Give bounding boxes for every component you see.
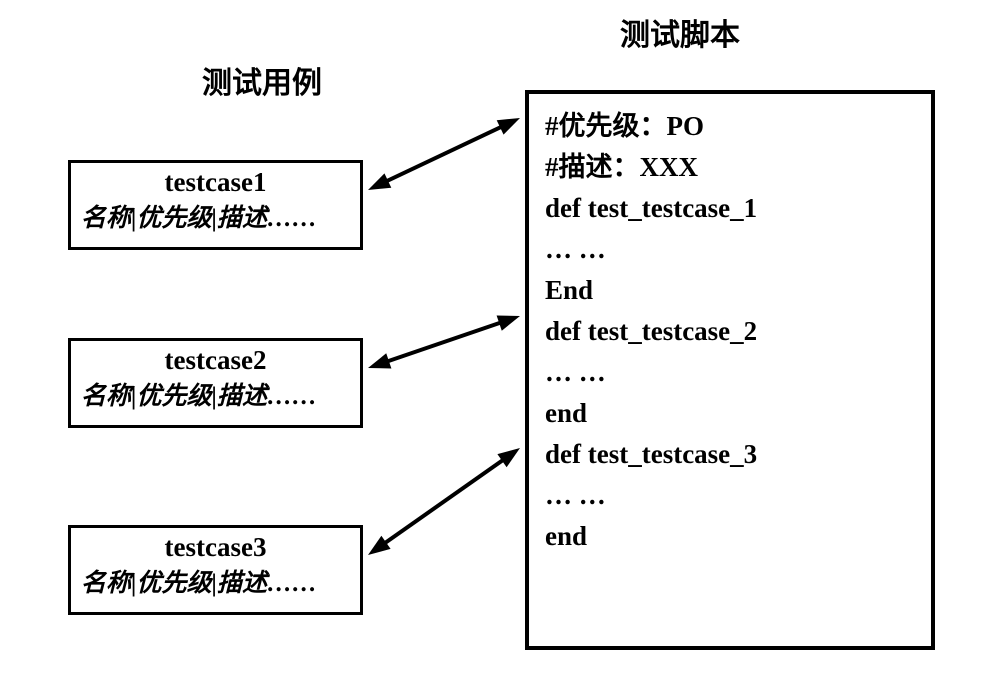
testcase-title: testcase1 [81, 167, 350, 198]
script-line: def test_testcase_3 [545, 434, 915, 475]
script-line: end [545, 516, 915, 557]
script-box: #优先级：PO #描述：XXX def test_testcase_1 … … … [525, 90, 935, 650]
testcase-title: testcase3 [81, 532, 350, 563]
testcase-subtitle: 名称|优先级|描述…… [81, 563, 350, 599]
heading-testcases: 测试用例 [202, 58, 322, 102]
heading-script: 测试脚本 [620, 10, 740, 54]
script-line: #优先级：PO [545, 106, 915, 147]
script-line: #描述：XXX [545, 147, 915, 188]
testcase-box-1: testcase1 名称|优先级|描述…… [68, 160, 363, 250]
testcase-box-2: testcase2 名称|优先级|描述…… [68, 338, 363, 428]
testcase-subtitle: 名称|优先级|描述…… [81, 198, 350, 234]
script-line: … … [545, 352, 915, 393]
script-line: def test_testcase_2 [545, 311, 915, 352]
testcase-title: testcase2 [81, 345, 350, 376]
script-line: End [545, 270, 915, 311]
script-line: … … [545, 229, 915, 270]
script-line: … … [545, 475, 915, 516]
script-line: def test_testcase_1 [545, 188, 915, 229]
testcase-subtitle: 名称|优先级|描述…… [81, 376, 350, 412]
testcase-box-3: testcase3 名称|优先级|描述…… [68, 525, 363, 615]
script-line: end [545, 393, 915, 434]
diagram-canvas: 测试用例 测试脚本 testcase1 名称|优先级|描述…… testcase… [0, 0, 1000, 690]
